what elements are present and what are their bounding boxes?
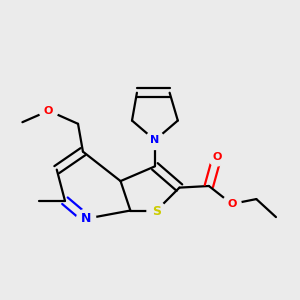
Circle shape (146, 131, 164, 149)
Circle shape (223, 195, 241, 213)
Text: O: O (227, 199, 236, 209)
Circle shape (147, 202, 166, 221)
Text: S: S (152, 205, 161, 218)
Text: O: O (212, 152, 222, 161)
Text: O: O (44, 106, 53, 116)
Text: N: N (81, 212, 92, 225)
Circle shape (208, 147, 226, 166)
Circle shape (77, 209, 96, 228)
Text: N: N (150, 135, 160, 145)
Circle shape (39, 101, 58, 120)
